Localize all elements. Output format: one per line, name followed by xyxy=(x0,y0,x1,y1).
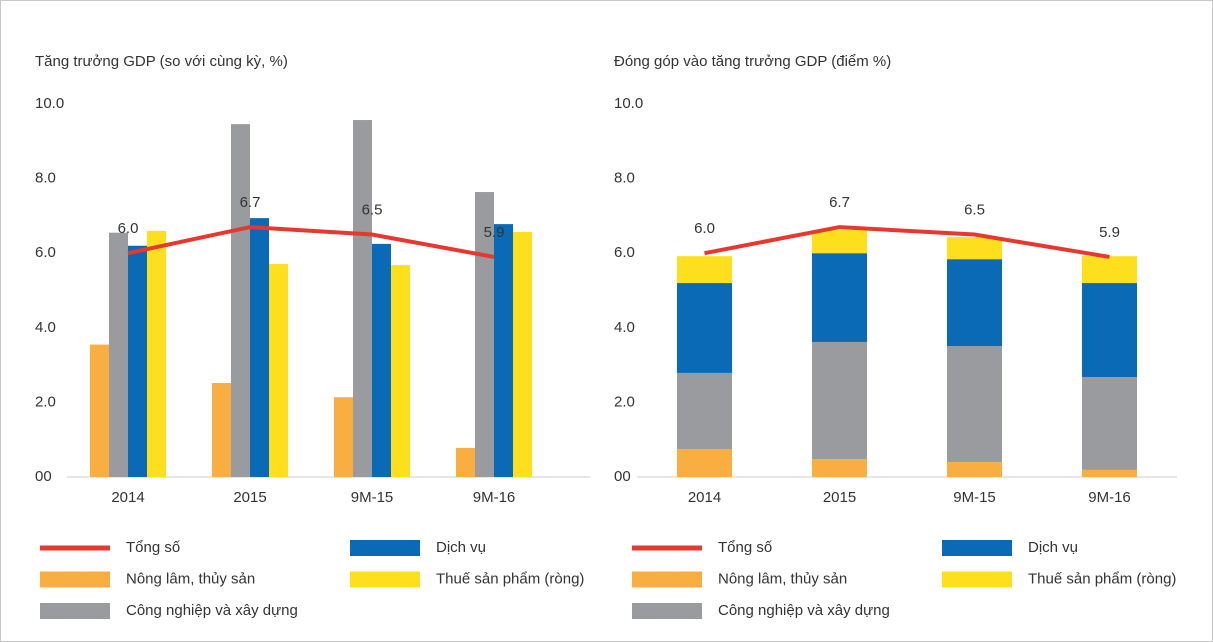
data-label: 6.0 xyxy=(694,220,715,237)
data-label: 6.5 xyxy=(362,202,383,219)
bar xyxy=(231,124,250,477)
data-label: 5.9 xyxy=(484,224,505,241)
y-tick-label: 10.0 xyxy=(35,95,64,112)
legend-label: Công nghiệp và xây dựng xyxy=(718,602,890,619)
legend-swatch xyxy=(632,571,702,588)
x-tick-label: 2014 xyxy=(111,489,144,506)
x-tick-label: 9M-16 xyxy=(473,489,516,506)
legend-swatch xyxy=(632,603,702,619)
total-line xyxy=(127,225,495,259)
bar xyxy=(269,264,288,477)
bar-segment xyxy=(947,237,1002,260)
y-tick-label: 2.0 xyxy=(35,393,56,410)
bar xyxy=(372,243,391,477)
legend-swatch xyxy=(942,571,1012,588)
bar-segment xyxy=(1082,469,1137,477)
bar xyxy=(147,230,166,477)
data-label: 6.5 xyxy=(964,202,985,219)
bar xyxy=(212,383,231,477)
y-tick-label: 00 xyxy=(35,468,52,485)
bar-segment xyxy=(677,449,732,477)
legend-label: Nông lâm, thủy sản xyxy=(126,570,255,587)
legend-label: Dịch vụ xyxy=(1028,539,1078,556)
bar-segment xyxy=(812,230,867,254)
legend-swatch xyxy=(40,571,110,588)
x-tick-label: 9M-15 xyxy=(351,489,394,506)
bar xyxy=(494,224,513,477)
bar-segment xyxy=(812,253,867,342)
bar xyxy=(353,120,372,477)
bar-segment xyxy=(677,372,732,450)
chart-title: Tăng trưởng GDP (so với cùng kỳ, %) xyxy=(35,53,288,70)
bar-segment xyxy=(812,341,867,460)
bar xyxy=(391,265,410,477)
data-label: 5.9 xyxy=(1099,224,1120,241)
y-tick-label: 8.0 xyxy=(614,170,635,187)
legend-label: Tổng số xyxy=(126,539,181,556)
bar xyxy=(250,218,269,477)
bar xyxy=(90,344,109,477)
bar-segment xyxy=(947,462,1002,477)
data-label: 6.7 xyxy=(240,194,261,211)
x-tick-label: 2015 xyxy=(233,489,266,506)
bar-segment xyxy=(677,283,732,373)
legend-swatch xyxy=(350,540,420,556)
legend-label: Công nghiệp và xây dựng xyxy=(126,602,298,619)
x-tick-label: 9M-15 xyxy=(953,489,996,506)
data-label: 6.7 xyxy=(829,194,850,211)
y-tick-label: 2.0 xyxy=(614,393,635,410)
y-tick-label: 6.0 xyxy=(614,244,635,261)
bar-segment xyxy=(812,459,867,477)
bar-segment xyxy=(947,346,1002,463)
legend-label: Thuế sản phẩm (ròng) xyxy=(436,570,584,587)
x-tick-label: 2015 xyxy=(823,489,856,506)
bar xyxy=(128,245,147,477)
legend-label: Thuế sản phẩm (ròng) xyxy=(1028,570,1176,587)
bar xyxy=(475,192,494,477)
x-tick-label: 9M-16 xyxy=(1088,489,1131,506)
total-line xyxy=(704,225,1110,259)
bar xyxy=(513,231,532,477)
legend-label: Dịch vụ xyxy=(436,539,486,556)
bar-segment xyxy=(947,259,1002,347)
legend-swatch xyxy=(40,603,110,619)
bar-segment xyxy=(1082,283,1137,378)
y-tick-label: 6.0 xyxy=(35,244,56,261)
y-tick-label: 4.0 xyxy=(614,319,635,336)
bar-segment xyxy=(1082,256,1137,284)
x-tick-label: 2014 xyxy=(688,489,721,506)
legend-label: Tổng số xyxy=(718,539,773,556)
chart-title: Đóng góp vào tăng trưởng GDP (điểm %) xyxy=(614,53,891,70)
legend-label: Nông lâm, thủy sản xyxy=(718,570,847,587)
data-label: 6.0 xyxy=(118,220,139,237)
bar xyxy=(456,447,475,477)
y-tick-label: 4.0 xyxy=(35,319,56,336)
y-tick-label: 10.0 xyxy=(614,95,643,112)
y-tick-label: 00 xyxy=(614,468,631,485)
y-tick-label: 8.0 xyxy=(35,170,56,187)
bar xyxy=(109,232,128,477)
bar xyxy=(334,397,353,477)
legend-swatch xyxy=(942,540,1012,556)
bar-segment xyxy=(1082,377,1137,470)
bar-segment xyxy=(677,256,732,284)
legend-swatch xyxy=(350,571,420,588)
